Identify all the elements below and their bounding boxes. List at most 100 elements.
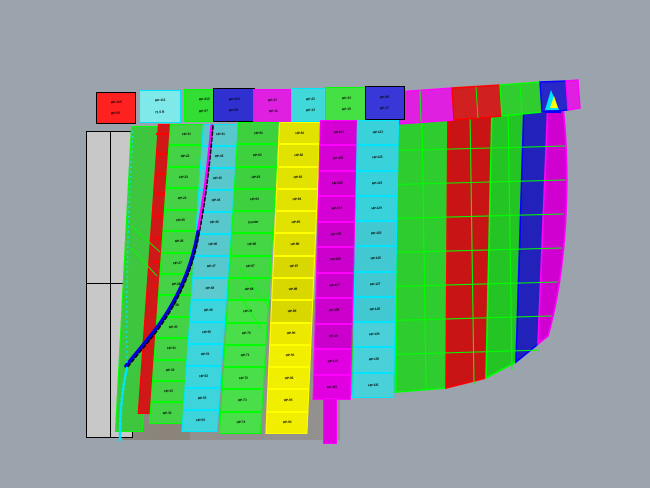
list-item[interactable]: HP-66 — [229, 233, 274, 256]
list-item[interactable]: HP-34 — [149, 402, 185, 424]
cell-label: HP-24 — [177, 196, 187, 201]
list-item[interactable]: HP-61 — [236, 122, 280, 145]
list-item[interactable]: HP-101 — [319, 120, 358, 146]
list-item[interactable]: HP-54 — [181, 410, 220, 432]
list-item[interactable]: HP-74 — [218, 411, 263, 434]
list-item[interactable]: HP-86 — [273, 233, 317, 256]
column-cyan-b[interactable]: HP-121 HP-122 HP-123 HP-124 HP-125 HP-12… — [352, 120, 399, 398]
list-item[interactable]: HP-92 — [267, 367, 311, 390]
list-item[interactable]: HP-23 — [165, 166, 202, 189]
list-item[interactable]: HP-28 — [158, 273, 194, 296]
list-item[interactable]: HP-126 — [354, 246, 397, 272]
list-item[interactable]: HP-108 — [314, 298, 354, 324]
list-item[interactable]: HP-44 — [196, 190, 235, 212]
list-item[interactable]: HP-121 — [356, 120, 399, 146]
cell-label: HP-33 — [163, 388, 173, 394]
list-item[interactable]: HP-68 — [227, 277, 271, 301]
list-item[interactable]: Conder — [231, 211, 275, 234]
list-item[interactable]: HP-93 — [266, 389, 310, 412]
cell-label: HP-50 — [202, 330, 211, 335]
list-item[interactable]: HP-106 — [316, 247, 355, 273]
list-item[interactable]: HP-47 — [192, 256, 230, 278]
list-item[interactable]: HP-24 — [164, 188, 200, 210]
list-item[interactable]: HP-123 — [355, 170, 399, 196]
list-item[interactable]: HP-89 — [270, 300, 314, 323]
list-item[interactable]: HP-81 — [278, 122, 321, 145]
list-item[interactable]: HP-127 — [353, 271, 397, 297]
list-item[interactable]: HP-49 — [189, 300, 227, 322]
list-item[interactable]: HP-72 — [221, 367, 266, 390]
list-item[interactable]: HP-82 — [277, 144, 321, 167]
list-item[interactable]: HP-52 — [184, 366, 223, 388]
list-item[interactable]: HP-107 — [315, 272, 355, 299]
list-item[interactable]: HP-51 — [186, 344, 224, 366]
list-item[interactable]: HP-87 — [272, 255, 316, 278]
list-item[interactable]: HP-45 — [195, 212, 233, 234]
cell-label: HP-121 — [372, 129, 383, 135]
list-item[interactable]: HP-53 — [183, 388, 221, 410]
list-item[interactable]: HP-48 — [190, 278, 229, 300]
header-tile[interactable]: HP-110 HP-05 — [96, 92, 136, 124]
list-item[interactable]: HP-131 — [352, 372, 395, 398]
list-item[interactable]: HP-70 — [224, 322, 268, 345]
list-item[interactable]: HP-31 — [153, 338, 190, 360]
cell-label: HP-83 — [293, 174, 302, 180]
header-tile[interactable]: HP-24 HP-15 — [325, 87, 369, 121]
list-item[interactable]: HP-125 — [354, 221, 398, 247]
column-magenta-tail[interactable] — [323, 398, 337, 444]
column-magenta[interactable]: HP-101 HP-102 HP-103 HP-104 HP-105 HP-10… — [312, 120, 358, 400]
list-item[interactable]: HP-103 — [318, 170, 357, 197]
cell-label: HP-73 — [237, 397, 247, 403]
header-tile-line1: HP-22 — [306, 96, 316, 101]
list-item[interactable]: HP-22 — [167, 145, 203, 167]
list-item[interactable]: HP-124 — [355, 195, 398, 222]
list-item[interactable]: HP-69 — [225, 300, 270, 323]
list-item[interactable]: HP-129 — [353, 322, 396, 348]
list-item[interactable]: HP-62 — [235, 144, 279, 167]
header-tile[interactable]: HP-214 HP-09 — [213, 88, 255, 122]
list-item[interactable]: HP-64 — [232, 188, 276, 212]
list-item[interactable]: HP-110 — [313, 349, 353, 375]
list-item[interactable]: HP-130 — [352, 347, 396, 373]
list-item[interactable]: HP-102 — [318, 145, 358, 171]
list-item[interactable]: HP-43 — [198, 168, 236, 190]
cell-label: HP-34 — [162, 410, 172, 415]
list-item[interactable]: HP-30 — [155, 316, 191, 339]
list-item[interactable]: DF-10 — [314, 323, 353, 350]
list-item[interactable]: HP-41 — [201, 124, 239, 146]
list-item[interactable]: HP-85 — [274, 211, 318, 234]
list-item[interactable]: HP-63 — [233, 166, 278, 189]
list-item[interactable]: HP-88 — [271, 277, 315, 301]
cell-label: HP-67 — [245, 263, 255, 269]
list-item[interactable]: HP-122 — [356, 145, 399, 171]
list-item[interactable]: HP-105 — [316, 221, 356, 248]
list-item[interactable]: HP-32 — [152, 359, 188, 382]
list-item[interactable]: HP-91 — [268, 344, 312, 368]
list-item[interactable]: HP-83 — [276, 166, 320, 189]
cell-label: HP-90 — [286, 330, 296, 336]
list-item[interactable]: HP-73 — [220, 389, 264, 412]
list-item[interactable]: HP-50 — [187, 322, 226, 344]
list-item[interactable]: HP-90 — [269, 322, 313, 345]
list-item[interactable]: HP-26 — [161, 231, 197, 253]
list-item[interactable]: HP-42 — [199, 146, 238, 168]
list-item[interactable]: HP-29 — [156, 295, 193, 317]
bulkhead-vertical-divider — [110, 132, 112, 437]
header-tile[interactable]: HP-21 HP-11 — [253, 89, 293, 123]
list-item[interactable]: HP-21 — [168, 124, 204, 146]
list-item[interactable]: HP-104 — [317, 196, 357, 222]
cell-label: HP-72 — [239, 375, 248, 380]
list-item[interactable]: HP-94 — [265, 411, 309, 434]
list-item[interactable]: HP-111 — [312, 374, 352, 400]
list-item[interactable]: HP-33 — [150, 381, 187, 403]
list-item[interactable]: HP-128 — [353, 296, 396, 323]
list-item[interactable]: HP-84 — [275, 188, 319, 212]
header-tile[interactable]: HP-26 HP-17 — [365, 86, 405, 120]
list-item[interactable]: HP-27 — [159, 252, 196, 274]
list-item[interactable]: HP-25 — [162, 209, 199, 232]
list-item[interactable]: HP-67 — [228, 255, 272, 278]
list-item[interactable]: HP-71 — [223, 344, 267, 368]
header-tile[interactable]: HP-111 71.5 B — [139, 90, 181, 123]
list-item[interactable]: HP-46 — [193, 234, 232, 256]
